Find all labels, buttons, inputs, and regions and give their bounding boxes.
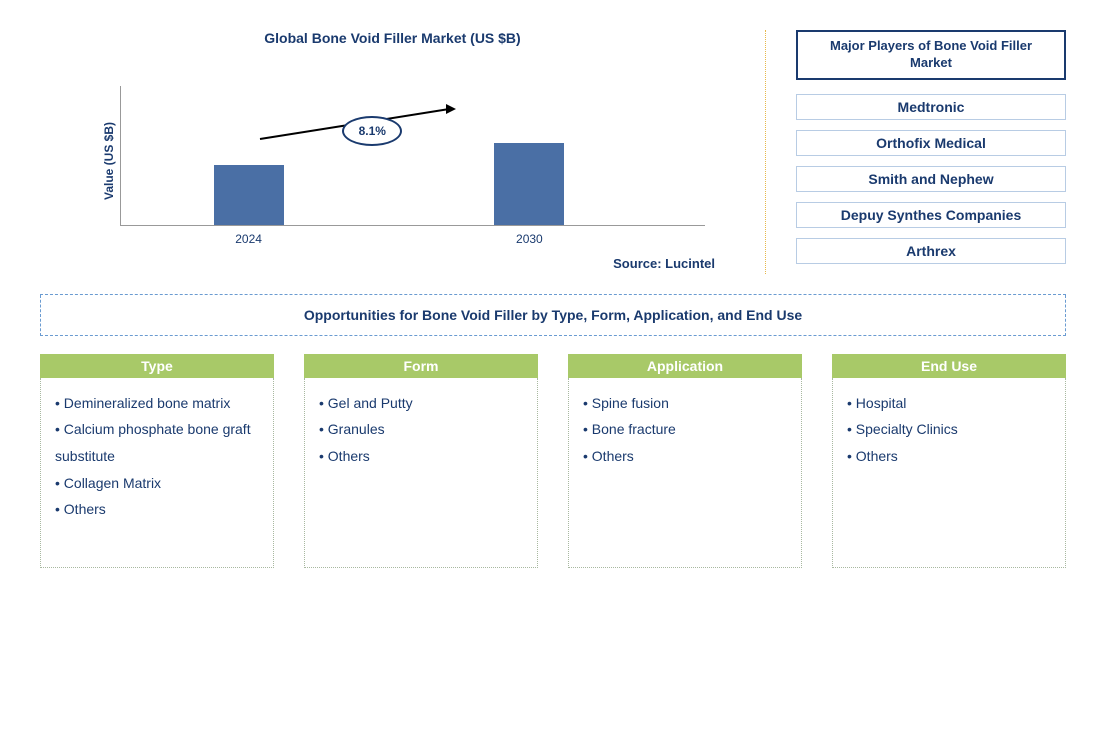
chart-panel: Global Bone Void Filler Market (US $B) V… [40,30,766,274]
column-item: Spine fusion [579,390,789,417]
chart-bar-label: 2024 [214,232,284,246]
column-item: Demineralized bone matrix [51,390,261,417]
opportunity-column: End UseHospitalSpecialty ClinicsOthers [832,354,1066,568]
player-item: Orthofix Medical [796,130,1066,156]
chart-bar [214,165,284,225]
growth-rate: 8.1% [359,124,386,138]
column-item: Others [843,443,1053,470]
column-item: Bone fracture [579,416,789,443]
column-item: Gel and Putty [315,390,525,417]
column-header: Form [304,354,538,378]
column-item: Calcium phosphate bone graft substitute [51,416,261,469]
players-title: Major Players of Bone Void Filler Market [796,30,1066,80]
players-panel: Major Players of Bone Void Filler Market… [766,30,1066,274]
player-item: Medtronic [796,94,1066,120]
column-header: Application [568,354,802,378]
column-item: Hospital [843,390,1053,417]
player-item: Depuy Synthes Companies [796,202,1066,228]
top-section: Global Bone Void Filler Market (US $B) V… [0,0,1106,284]
source-label: Source: Lucintel [40,256,745,271]
x-axis [120,225,705,226]
chart-bar [494,143,564,225]
opportunity-columns: TypeDemineralized bone matrixCalcium pho… [0,336,1106,568]
opportunity-column: FormGel and PuttyGranulesOthers [304,354,538,568]
column-item: Granules [315,416,525,443]
chart-bar-label: 2030 [494,232,564,246]
y-axis [120,86,121,226]
column-header: End Use [832,354,1066,378]
player-item: Arthrex [796,238,1066,264]
column-header: Type [40,354,274,378]
column-item: Others [315,443,525,470]
y-axis-label: Value (US $B) [102,122,116,200]
column-body: Spine fusionBone fractureOthers [568,378,802,568]
player-item: Smith and Nephew [796,166,1066,192]
column-item: Others [51,496,261,523]
growth-label-oval: 8.1% [342,116,402,146]
column-body: Gel and PuttyGranulesOthers [304,378,538,568]
opportunity-column: ApplicationSpine fusionBone fractureOthe… [568,354,802,568]
column-item: Specialty Clinics [843,416,1053,443]
chart-area: Value (US $B) 8.1% 20242030 [120,76,705,246]
column-body: HospitalSpecialty ClinicsOthers [832,378,1066,568]
chart-title: Global Bone Void Filler Market (US $B) [40,30,745,46]
column-item: Collagen Matrix [51,470,261,497]
column-item: Others [579,443,789,470]
opportunities-header: Opportunities for Bone Void Filler by Ty… [40,295,1066,336]
column-body: Demineralized bone matrixCalcium phospha… [40,378,274,568]
opportunity-column: TypeDemineralized bone matrixCalcium pho… [40,354,274,568]
trend-arrow-head [446,104,456,114]
